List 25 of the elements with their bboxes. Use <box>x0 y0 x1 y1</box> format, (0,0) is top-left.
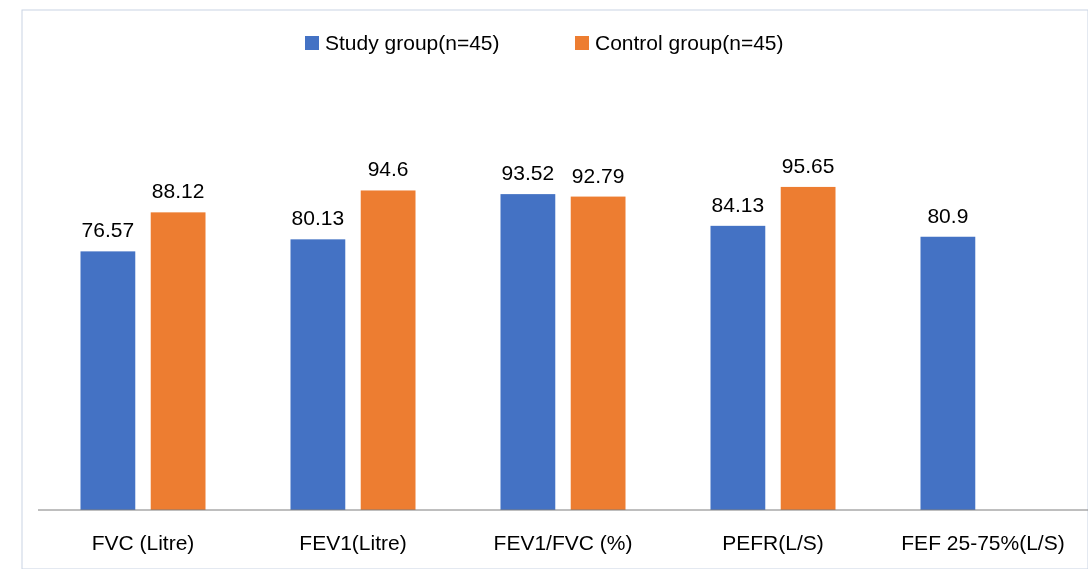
x-tick-label: FEV1/FVC (%) <box>493 531 633 554</box>
bar <box>780 186 836 510</box>
data-label: 80.9 <box>927 203 969 227</box>
x-tick-label: PEFR(L/S) <box>722 531 824 554</box>
bar <box>920 236 976 510</box>
bar <box>710 225 766 510</box>
bar <box>360 190 416 510</box>
data-label: 93.52 <box>501 161 555 185</box>
legend-label: Control group(n=45) <box>595 31 784 54</box>
legend-label: Study group(n=45) <box>325 31 500 54</box>
bar <box>570 196 626 510</box>
bar <box>500 194 556 510</box>
x-tick-label: FEV1(Litre) <box>299 531 407 554</box>
data-label: 84.13 <box>711 192 765 216</box>
x-tick-label: FEF 25-75%(L/S) <box>901 531 1065 554</box>
x-tick-label: FVC (Litre) <box>91 531 195 554</box>
bar <box>290 239 346 510</box>
data-label: 92.79 <box>571 163 625 187</box>
bar <box>150 212 206 510</box>
data-label: 94.6 <box>367 157 409 181</box>
data-label: 95.65 <box>781 153 835 177</box>
data-label: 88.12 <box>151 179 205 203</box>
bar <box>80 251 136 510</box>
data-label: 76.57 <box>81 218 135 242</box>
data-label: 80.13 <box>291 206 345 230</box>
